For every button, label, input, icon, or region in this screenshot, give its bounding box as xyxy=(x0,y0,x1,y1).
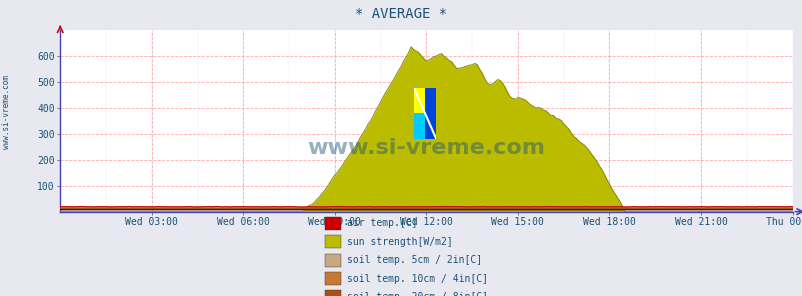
Bar xyxy=(413,88,424,113)
Text: www.si-vreme.com: www.si-vreme.com xyxy=(307,138,545,158)
Text: sun strength[W/m2]: sun strength[W/m2] xyxy=(346,237,452,247)
Bar xyxy=(413,113,424,139)
Bar xyxy=(424,88,435,139)
Text: soil temp. 20cm / 8in[C]: soil temp. 20cm / 8in[C] xyxy=(346,292,488,296)
Text: soil temp. 10cm / 4in[C]: soil temp. 10cm / 4in[C] xyxy=(346,274,488,284)
Text: soil temp. 5cm / 2in[C]: soil temp. 5cm / 2in[C] xyxy=(346,255,481,265)
Text: * AVERAGE *: * AVERAGE * xyxy=(355,7,447,21)
Text: air temp.[C]: air temp.[C] xyxy=(346,218,417,229)
Text: www.si-vreme.com: www.si-vreme.com xyxy=(2,75,11,149)
